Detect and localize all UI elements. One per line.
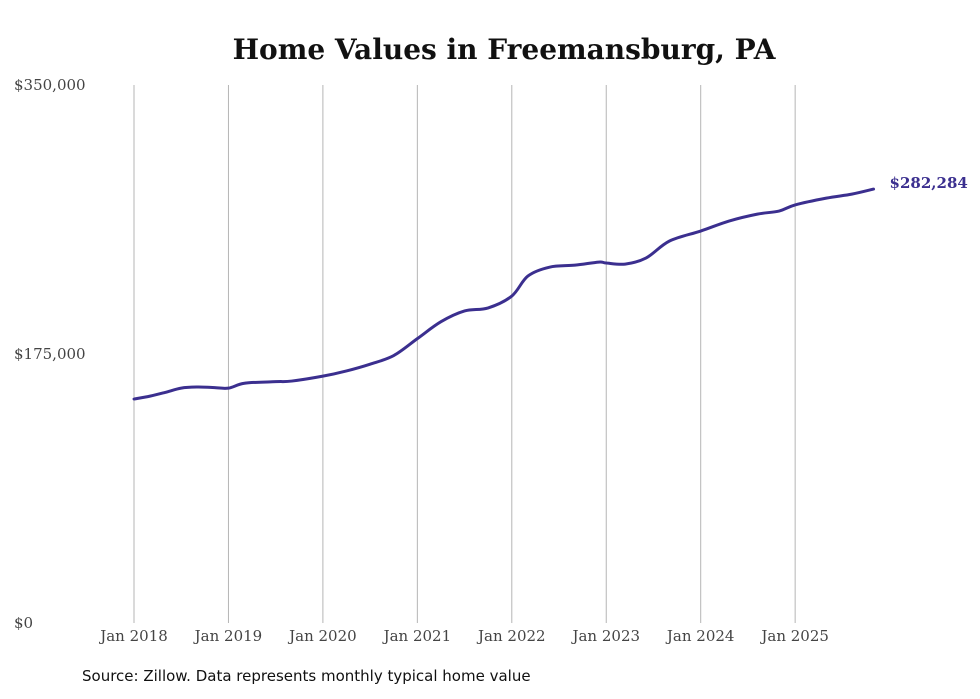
x-tick-label: Jan 2025 — [759, 627, 829, 645]
series-line — [132, 187, 876, 401]
y-tick-label: $175,000 — [14, 345, 86, 363]
source-note: Source: Zillow. Data represents monthly … — [82, 667, 531, 685]
x-tick-label: Jan 2020 — [287, 627, 357, 645]
y-tick-label: $350,000 — [14, 76, 86, 94]
x-tick-label: Jan 2019 — [193, 627, 263, 645]
y-tick-label: $0 — [14, 614, 33, 632]
x-tick-label: Jan 2024 — [665, 627, 735, 645]
end-value-label: $282,284 — [890, 174, 968, 192]
chart-title: Home Values in Freemansburg, PA — [233, 33, 777, 66]
x-tick-label: Jan 2021 — [382, 627, 452, 645]
x-tick-label: Jan 2023 — [570, 627, 640, 645]
x-tick-label: Jan 2018 — [98, 627, 168, 645]
x-tick-label: Jan 2022 — [476, 627, 546, 645]
